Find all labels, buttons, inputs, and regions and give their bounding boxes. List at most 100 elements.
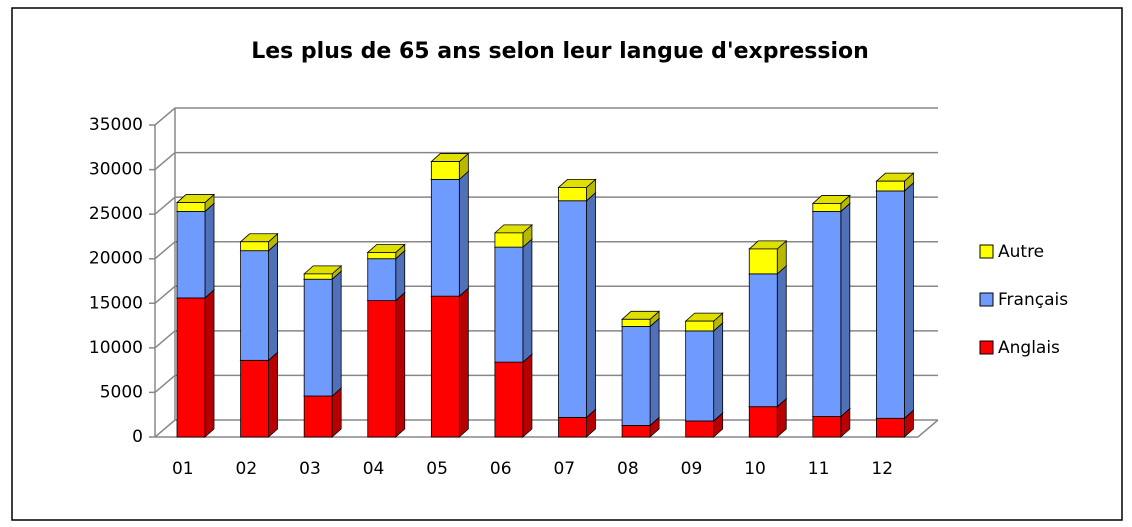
bar-front — [685, 420, 715, 438]
bar-segment — [621, 310, 661, 328]
bar-side — [331, 270, 342, 397]
bar-front — [621, 425, 651, 438]
bar-front — [176, 297, 206, 438]
bar-side — [395, 291, 406, 438]
x-tick-label: 07 — [553, 459, 575, 479]
bar-segment — [303, 264, 343, 281]
bar-front — [558, 416, 587, 438]
bar-side — [331, 387, 342, 438]
bar-segment — [239, 351, 279, 438]
y-tick-label: 10000 — [89, 338, 143, 358]
bar-segment — [239, 241, 279, 362]
bar-side — [522, 238, 533, 364]
bar-segment — [811, 202, 851, 418]
grid-line — [149, 374, 938, 394]
bar-front — [876, 180, 905, 192]
grid-line — [149, 285, 938, 305]
y-tick-label: 30000 — [89, 160, 143, 180]
x-tick-label: 09 — [681, 459, 703, 479]
bar-segment — [684, 322, 724, 422]
bar-segment — [875, 182, 915, 420]
bar-segment — [748, 240, 788, 275]
x-tick-label: 12 — [871, 459, 893, 479]
bar-side — [268, 351, 278, 438]
bar-segment — [175, 202, 216, 299]
bar-front — [558, 200, 587, 418]
bar-front — [748, 406, 778, 438]
bar-front — [430, 161, 460, 180]
bar-front — [812, 416, 842, 438]
bar-side — [268, 241, 278, 362]
bar-front — [240, 359, 269, 438]
bar-front — [748, 273, 778, 408]
bar-front — [494, 246, 524, 363]
bar-front — [367, 258, 397, 302]
bar-front — [621, 318, 651, 327]
y-tick-label: 20000 — [89, 249, 143, 269]
x-tick-label: 02 — [236, 459, 258, 479]
bar-front — [812, 203, 842, 212]
bar-segment — [175, 289, 216, 438]
bar-side — [204, 289, 215, 438]
bar-segment — [493, 238, 533, 364]
y-tick-label: 35000 — [89, 115, 143, 135]
bar-segment — [684, 312, 724, 332]
bar-side — [840, 202, 851, 418]
x-tick-label: 06 — [490, 459, 512, 479]
bar-segment — [621, 317, 661, 427]
chart-title: Les plus de 65 ans selon leur langue d'e… — [251, 39, 869, 64]
grid-line — [149, 107, 938, 126]
x-tick-label: 08 — [617, 459, 639, 479]
bar-side — [395, 249, 406, 302]
bar-segment — [430, 287, 470, 438]
legend-label: Français — [998, 290, 1068, 310]
bar-segment — [811, 194, 851, 213]
bar-front — [494, 232, 524, 248]
grid-line — [149, 419, 938, 438]
bar-front — [240, 241, 269, 252]
x-tick-label: 03 — [299, 459, 321, 479]
bar-segment — [239, 232, 279, 252]
bar-segment — [557, 191, 597, 419]
bar-side — [776, 264, 787, 408]
bar-front — [176, 202, 206, 212]
legend-swatch — [979, 244, 994, 259]
bar-segment — [875, 172, 915, 192]
bar-segment — [303, 270, 343, 397]
floor — [155, 419, 939, 438]
grid-line — [149, 151, 938, 171]
bar-front — [876, 190, 905, 419]
grid-line — [149, 240, 938, 260]
bar-front — [303, 273, 333, 280]
bar-side — [458, 170, 469, 298]
bar-side — [204, 202, 215, 299]
grid-line — [149, 330, 938, 349]
bar-front — [367, 300, 397, 438]
legend-label: Autre — [998, 242, 1044, 262]
bar-front — [494, 361, 524, 438]
bar-front — [176, 211, 206, 299]
bar-front — [685, 330, 715, 422]
bar-segment — [366, 243, 406, 260]
y-tick-label: 0 — [132, 427, 143, 447]
bar-side — [904, 182, 914, 420]
bar-front — [812, 211, 842, 417]
legend-swatch — [979, 340, 994, 355]
bar-front — [430, 178, 460, 297]
bar-front — [303, 395, 333, 438]
bar-segment — [493, 353, 533, 438]
y-tick-label: 15000 — [89, 293, 143, 313]
bar-segment — [366, 291, 406, 438]
bar-front — [367, 252, 397, 260]
x-tick-label: 04 — [363, 459, 385, 479]
y-tick-label: 25000 — [89, 204, 143, 224]
x-tick-label: 11 — [808, 459, 830, 479]
bar-side — [586, 191, 596, 419]
bar-segment — [175, 193, 216, 213]
bar-front — [430, 295, 460, 438]
x-tick-label: 01 — [172, 459, 194, 479]
grid-line — [149, 196, 938, 215]
bar-segment — [557, 178, 597, 202]
x-tick-label: 10 — [744, 459, 766, 479]
bar-front — [621, 326, 651, 426]
